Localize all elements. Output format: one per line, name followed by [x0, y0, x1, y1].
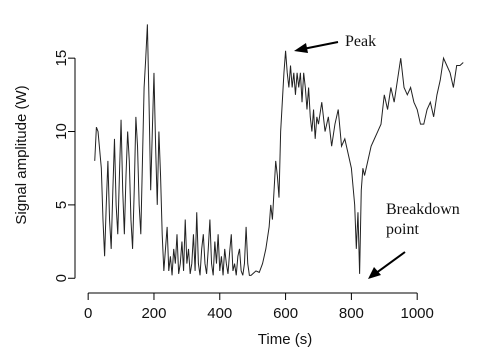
x-tick-label: 600 [273, 305, 298, 322]
signal-line [94, 24, 464, 276]
y-tick-label: 15 [53, 50, 70, 67]
x-axis-label: Time (s) [258, 331, 312, 348]
breakdown-arrowhead [368, 267, 381, 279]
y-tick-label: 10 [53, 123, 70, 140]
x-tick-label: 0 [84, 305, 92, 322]
x-tick-label: 400 [207, 305, 232, 322]
x-tick-label: 800 [339, 305, 364, 322]
x-tick-label: 1000 [401, 305, 434, 322]
annotation: Peak [345, 33, 377, 50]
y-tick-label: 0 [53, 274, 70, 282]
x-tick-label: 200 [141, 305, 166, 322]
y-tick-label: 5 [53, 201, 70, 209]
peak-arrowhead [294, 43, 308, 53]
y-axis-label: Signal amplitude (W) [13, 85, 30, 224]
annotation: Breakdown point [386, 201, 460, 238]
